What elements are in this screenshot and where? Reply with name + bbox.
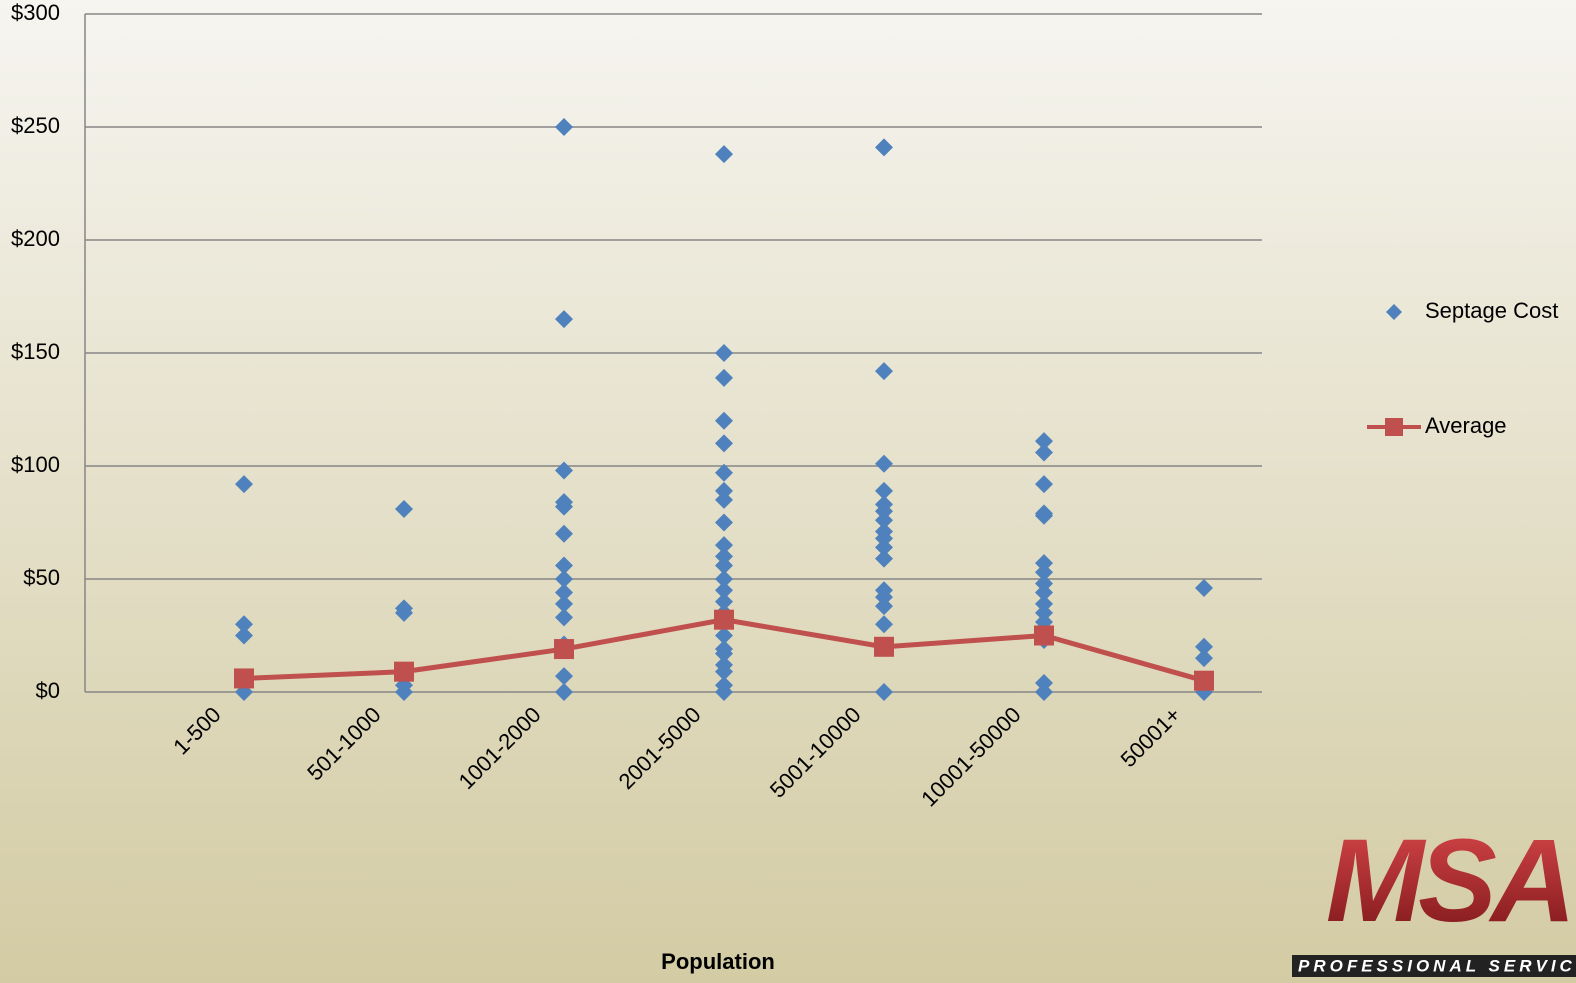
- scatter-point: [555, 461, 573, 480]
- scatter-point: [715, 490, 733, 509]
- scatter-point: [1035, 475, 1053, 494]
- scatter-point: [1035, 603, 1053, 622]
- y-tick-label: $250: [11, 113, 60, 138]
- scatter-point: [875, 549, 893, 568]
- scatter-point: [715, 434, 733, 453]
- average-marker: [874, 636, 894, 657]
- average-marker: [714, 609, 734, 630]
- logo: MSA PROFESSIONAL SERVICES: [1292, 815, 1576, 977]
- average-marker: [234, 668, 254, 689]
- scatter-point: [715, 536, 733, 555]
- y-tick-label: $200: [11, 226, 60, 251]
- scatter-point: [1035, 673, 1053, 692]
- scatter-point: [875, 615, 893, 634]
- average-marker: [1034, 625, 1054, 646]
- scatter-point: [1035, 563, 1053, 582]
- legend-marker: [1385, 418, 1403, 436]
- scatter-point: [715, 581, 733, 600]
- scatter-point: [875, 502, 893, 521]
- scatter-point: [555, 570, 573, 588]
- scatter-point: [395, 603, 413, 622]
- scatter-point: [235, 475, 253, 494]
- scatter-point: [235, 615, 253, 634]
- scatter-point: [875, 454, 893, 473]
- scatter-point: [555, 594, 573, 613]
- scatter-point: [715, 644, 733, 663]
- scatter-point: [1035, 443, 1053, 462]
- scatter-point: [715, 547, 733, 566]
- logo-name: MSA: [1326, 815, 1570, 947]
- y-tick-label: $50: [23, 565, 60, 590]
- y-tick-label: $150: [11, 339, 60, 364]
- scatter-point: [1035, 583, 1053, 602]
- scatter-point: [1035, 574, 1053, 593]
- scatter-point: [875, 529, 893, 548]
- y-tick-label: $0: [36, 678, 60, 703]
- scatter-point: [555, 497, 573, 516]
- scatter-point: [555, 667, 573, 686]
- scatter-point: [875, 683, 893, 701]
- scatter-point: [715, 368, 733, 387]
- scatter-point: [715, 662, 733, 681]
- scatter-point: [1035, 432, 1053, 451]
- y-tick-label: $300: [11, 0, 60, 25]
- scatter-point: [715, 683, 733, 701]
- scatter-point: [715, 411, 733, 430]
- scatter-point: [715, 145, 733, 164]
- scatter-point: [555, 118, 573, 136]
- scatter-point: [715, 570, 733, 588]
- scatter-point: [555, 556, 573, 575]
- scatter-point: [875, 511, 893, 530]
- scatter-point: [875, 481, 893, 500]
- scatter-point: [715, 463, 733, 482]
- scatter-point: [1195, 579, 1213, 598]
- scatter-point: [395, 499, 413, 518]
- legend-label: Septage Cost: [1425, 298, 1558, 323]
- average-marker: [1194, 670, 1214, 691]
- scatter-point: [875, 538, 893, 557]
- scatter-point: [555, 608, 573, 627]
- scatter-point: [715, 592, 733, 611]
- scatter-point: [1035, 506, 1053, 525]
- x-axis-title: Population: [661, 949, 775, 974]
- scatter-point: [715, 556, 733, 575]
- average-marker: [554, 639, 574, 660]
- scatter-point: [715, 626, 733, 645]
- scatter-point: [1195, 637, 1213, 656]
- scatter-point: [1035, 594, 1053, 613]
- y-tick-label: $100: [11, 452, 60, 477]
- legend-marker: [1386, 304, 1402, 320]
- scatter-point: [555, 583, 573, 602]
- scatter-point: [555, 310, 573, 329]
- scatter-point: [1035, 683, 1053, 701]
- scatter-point: [555, 524, 573, 543]
- scatter-point: [715, 513, 733, 532]
- legend-label: Average: [1425, 413, 1507, 438]
- scatter-point: [1035, 554, 1053, 573]
- scatter-point: [1195, 649, 1213, 668]
- scatter-point: [235, 626, 253, 645]
- average-marker: [394, 661, 414, 682]
- scatter-point: [395, 683, 413, 701]
- scatter-point: [875, 362, 893, 381]
- logo-band: [1292, 955, 1576, 977]
- scatter-point: [875, 597, 893, 616]
- scatter-point: [715, 481, 733, 500]
- scatter-point: [715, 344, 733, 362]
- logo-tagline: PROFESSIONAL SERVICES: [1298, 956, 1576, 975]
- scatter-point: [875, 588, 893, 607]
- scatter-point: [875, 138, 893, 157]
- scatter-point: [555, 683, 573, 701]
